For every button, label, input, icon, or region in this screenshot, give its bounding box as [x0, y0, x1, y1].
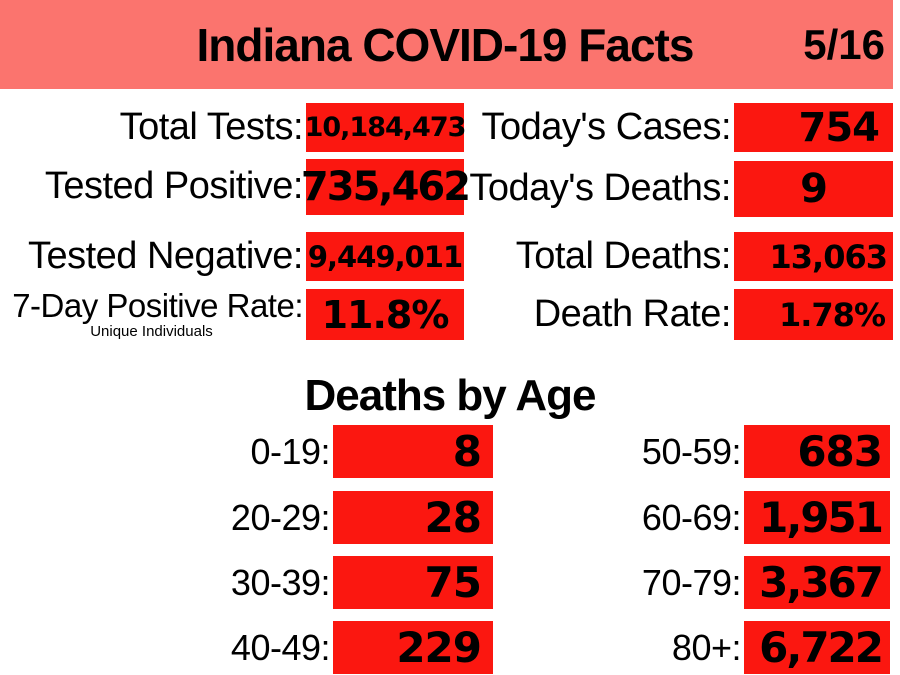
- age-label: 70-79:: [641, 561, 742, 603]
- stat-value: 754: [798, 104, 880, 151]
- age-row: 70-79: 3,367: [465, 556, 890, 609]
- stat-value-box: 13,063: [734, 232, 893, 281]
- age-value-box: 683: [744, 425, 890, 478]
- stat-value-box: 9,449,011: [306, 232, 464, 281]
- stat-label: Today's Deaths:: [469, 167, 731, 210]
- stat-label: 7-Day Positive Rate: Unique Individuals: [0, 286, 303, 341]
- header-date: 5/16: [803, 20, 885, 68]
- age-value: 6,722: [759, 623, 884, 672]
- stat-value: 9,449,011: [307, 239, 463, 274]
- age-value-box: 229: [333, 621, 493, 674]
- age-value-box: 6,722: [744, 621, 890, 674]
- stat-row: Death Rate: 1.78%: [465, 289, 893, 340]
- age-value: 229: [396, 623, 482, 672]
- age-row: 20-29: 28: [0, 491, 493, 544]
- age-value-box: 28: [333, 491, 493, 544]
- stat-value: 13,063: [769, 237, 888, 276]
- age-value-box: 75: [333, 556, 493, 609]
- age-label: 80+:: [671, 626, 742, 668]
- header-banner: Indiana COVID-19 Facts 5/16: [0, 0, 893, 89]
- age-label: 0-19:: [250, 430, 330, 472]
- stat-value-box: 735,462: [301, 159, 471, 215]
- stat-value-box: 10,184,473: [304, 103, 467, 152]
- stat-value: 10,184,473: [304, 112, 467, 143]
- stat-row: 7-Day Positive Rate: Unique Individuals …: [0, 286, 464, 341]
- age-row: 0-19: 8: [0, 425, 493, 478]
- age-row: 40-49: 229: [0, 621, 493, 674]
- stat-row: Today's Deaths: 9: [465, 161, 893, 217]
- stat-label: Tested Positive:: [44, 165, 304, 208]
- age-label: 20-29:: [230, 496, 331, 538]
- age-label: 30-39:: [230, 561, 331, 603]
- stat-value: 735,462: [300, 164, 471, 210]
- stat-value-box: 9: [734, 161, 893, 217]
- stat-row: Tested Negative: 9,449,011: [0, 232, 464, 281]
- age-value: 75: [424, 558, 482, 607]
- age-value: 683: [797, 427, 883, 476]
- stat-sublabel: Unique Individuals: [90, 323, 213, 341]
- age-row: 50-59: 683: [465, 425, 890, 478]
- age-label: 60-69:: [641, 496, 742, 538]
- stat-label: Total Deaths:: [515, 234, 732, 277]
- stat-label: Death Rate:: [533, 292, 732, 335]
- age-value: 1,951: [759, 493, 884, 542]
- age-value-box: 3,367: [744, 556, 890, 609]
- age-value-box: 1,951: [744, 491, 890, 544]
- stat-value: 9: [800, 166, 828, 212]
- stat-row: Today's Cases: 754: [465, 103, 893, 152]
- stat-label: Tested Negative:: [27, 234, 304, 277]
- age-row: 60-69: 1,951: [465, 491, 890, 544]
- age-label: 50-59:: [641, 430, 742, 472]
- age-value: 8: [452, 427, 482, 476]
- stat-row: Tested Positive: 735,462: [0, 159, 471, 215]
- stat-label: Total Tests:: [119, 105, 304, 148]
- stat-value: 11.8%: [321, 292, 450, 337]
- stat-label: Today's Cases:: [481, 105, 732, 148]
- age-label: 40-49:: [230, 626, 331, 668]
- stat-value-box: 754: [734, 103, 893, 152]
- age-value: 3,367: [759, 558, 884, 607]
- stat-label-text: 7-Day Positive Rate:: [12, 286, 303, 324]
- deaths-by-age-title: Deaths by Age: [304, 371, 596, 420]
- age-row: 80+: 6,722: [465, 621, 890, 674]
- age-value: 28: [424, 493, 482, 542]
- age-row: 30-39: 75: [0, 556, 493, 609]
- stat-value: 1.78%: [778, 295, 886, 334]
- stat-row: Total Deaths: 13,063: [465, 232, 893, 281]
- page-title: Indiana COVID-19 Facts: [196, 18, 695, 71]
- stat-row: Total Tests: 10,184,473: [0, 103, 467, 152]
- age-value-box: 8: [333, 425, 493, 478]
- stat-value-box: 1.78%: [734, 289, 893, 340]
- stat-value-box: 11.8%: [306, 289, 464, 340]
